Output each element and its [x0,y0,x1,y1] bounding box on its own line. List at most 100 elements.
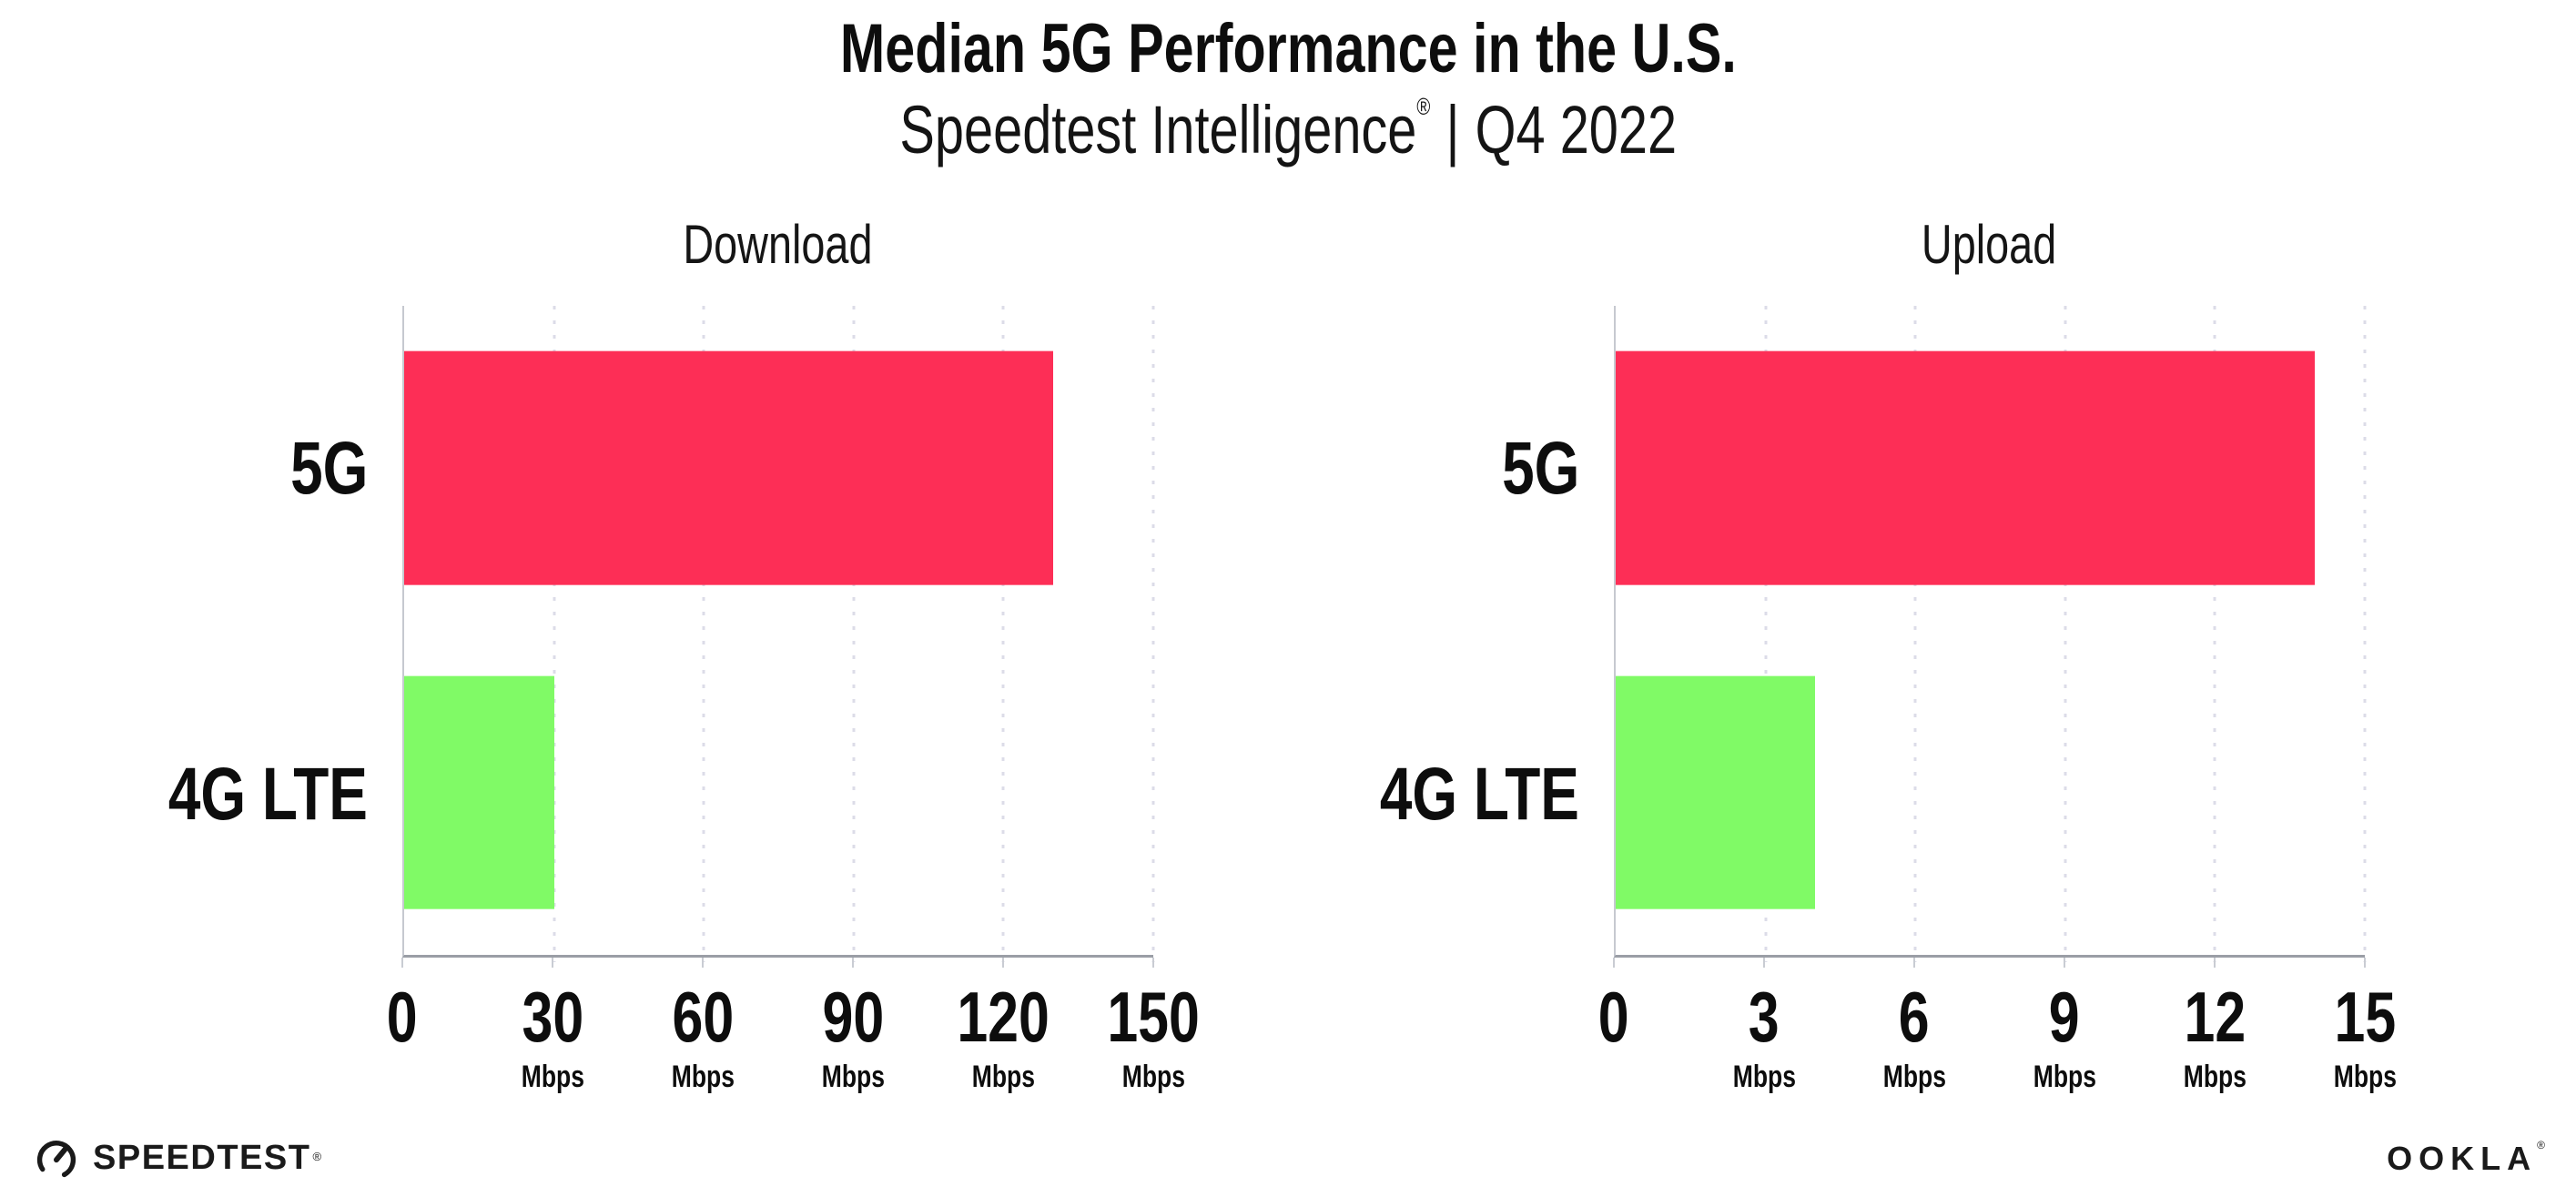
x-tick-unit-3: Mbps [1646,1060,1882,1095]
ookla-logo: OOKLA® [2387,1139,2545,1178]
x-tick-label-9: 9 [1946,981,2183,1052]
gridline-150 [1151,306,1155,962]
tick-mark-0 [401,958,403,968]
x-tick-label-6: 6 [1796,981,2033,1052]
x-tick-value: 12 [2184,977,2246,1057]
x-tick-value: 15 [2334,977,2396,1057]
x-tick-unit-9: Mbps [1946,1060,2183,1095]
x-tick-unit-text: Mbps [821,1060,885,1094]
category-label-text: 5G [1501,427,1579,510]
upload-chart-title-text: Upload [1922,214,2057,275]
x-tick-30: 30 Mbps [434,981,671,1095]
category-label-5g: 5G [269,431,368,506]
page-title-text: Median 5G Performance in the U.S. [839,10,1737,87]
speedtest-gauge-icon [36,1141,76,1180]
speedtest-logo-text: SPEEDTEST [93,1138,311,1177]
x-tick-label-15: 15 [2246,981,2483,1052]
x-tick-6: 6 Mbps [1796,981,2033,1095]
page-title: Median 5G Performance in the U.S. [0,9,2576,88]
x-tick-0: 0 [1496,981,1732,1052]
speedtest-registered-icon: ® [312,1149,322,1163]
x-tick-label-0: 0 [284,981,521,1052]
upload-x-axis: 0 3 Mbps 6 Mbps 9 Mbps 12 Mbps 15 Mbps [1598,958,2397,1121]
x-tick-3: 3 Mbps [1646,981,1882,1095]
x-tick-label-12: 12 [2096,981,2333,1052]
download-chart: Download 5G 4G LTE 0 30 Mbps 60 Mbps 90 Mbps 120… [168,214,1200,1094]
x-tick-150: 150 Mbps [1035,981,1272,1095]
download-category-axis: 5G 4G LTE [93,306,402,958]
x-tick-label-30: 30 [434,981,671,1052]
subtitle-brand: Speedtest Intelligence [899,92,1417,167]
x-tick-unit-text: Mbps [1732,1060,1796,1094]
category-label-4g-lte: 4G LTE [1323,757,1579,832]
gridline-90 [852,306,856,962]
x-tick-unit-text: Mbps [671,1060,735,1094]
x-tick-value: 90 [822,977,884,1057]
ookla-logo-text: OOKLA [2387,1140,2538,1177]
x-tick-value: 150 [1107,977,1200,1057]
tick-mark-60 [702,958,704,968]
category-label-text: 5G [289,427,368,510]
x-tick-90: 90 Mbps [735,981,971,1095]
x-tick-unit-30: Mbps [434,1060,671,1095]
x-tick-unit-text: Mbps [1121,1060,1185,1094]
tick-mark-6 [1913,958,1915,968]
download-x-axis: 0 30 Mbps 60 Mbps 90 Mbps 120 Mbps 150 Mbps [387,958,1200,1121]
bar-4g-lte [404,675,554,910]
x-tick-value: 0 [1598,977,1629,1057]
x-tick-label-3: 3 [1646,981,1882,1052]
x-tick-unit-text: Mbps [971,1060,1035,1094]
x-tick-9: 9 Mbps [1946,981,2183,1095]
x-tick-unit-90: Mbps [735,1060,971,1095]
subtitle-period: Q4 2022 [1475,92,1677,167]
x-tick-value: 120 [957,977,1050,1057]
upload-plot-area [1614,306,2367,962]
category-label-4g-lte: 4G LTE [112,757,368,832]
tick-mark-12 [2214,958,2216,968]
x-tick-value: 3 [1749,977,1780,1057]
tick-mark-30 [552,958,553,968]
gridline-9 [2064,306,2067,962]
x-tick-value: 9 [2049,977,2080,1057]
download-chart-title-text: Download [683,214,873,275]
gridline-3 [1764,306,1768,962]
subtitle-separator: | [1445,92,1460,167]
x-tick-unit-text: Mbps [2183,1060,2246,1094]
tick-mark-150 [1152,958,1154,968]
x-tick-label-90: 90 [735,981,971,1052]
tick-mark-120 [1002,958,1004,968]
category-label-text: 4G LTE [167,753,368,836]
x-tick-label-60: 60 [584,981,821,1052]
x-tick-unit-text: Mbps [2033,1060,2096,1094]
gridline-15 [2363,306,2367,962]
bar-5g [1616,350,2316,585]
x-tick-unit-60: Mbps [584,1060,821,1095]
x-tick-unit-6: Mbps [1796,1060,2033,1095]
x-tick-12: 12 Mbps [2096,981,2333,1095]
gridline-12 [2213,306,2216,962]
tick-mark-15 [2364,958,2366,968]
download-plot-area [402,306,1155,962]
x-tick-unit-150: Mbps [1035,1060,1272,1095]
x-tick-unit-12: Mbps [2096,1060,2333,1095]
gridline-120 [1001,306,1005,962]
page-subtitle-text: Speedtest Intelligence® | Q4 2022 [899,91,1677,168]
x-tick-label-150: 150 [1035,981,1272,1052]
x-tick-value: 30 [522,977,583,1057]
x-tick-0: 0 [284,981,521,1052]
x-tick-value: 0 [387,977,418,1057]
gridline-30 [553,306,556,962]
download-chart-title: Download [348,213,1208,276]
category-label-5g: 5G [1480,431,1579,506]
x-tick-unit-text: Mbps [521,1060,584,1094]
x-tick-value: 60 [672,977,734,1057]
bar-4g-lte [1616,675,1816,910]
x-tick-unit-text: Mbps [1882,1060,1946,1094]
tick-mark-90 [852,958,854,968]
x-tick-label-120: 120 [885,981,1121,1052]
x-tick-60: 60 Mbps [584,981,821,1095]
upload-chart: Upload 5G 4G LTE 0 3 Mbps 6 Mbps 9 Mbps 12 Mbps 15… [1380,214,2397,1094]
bar-5g [404,350,1054,585]
gridline-60 [702,306,705,962]
tick-mark-9 [2064,958,2065,968]
